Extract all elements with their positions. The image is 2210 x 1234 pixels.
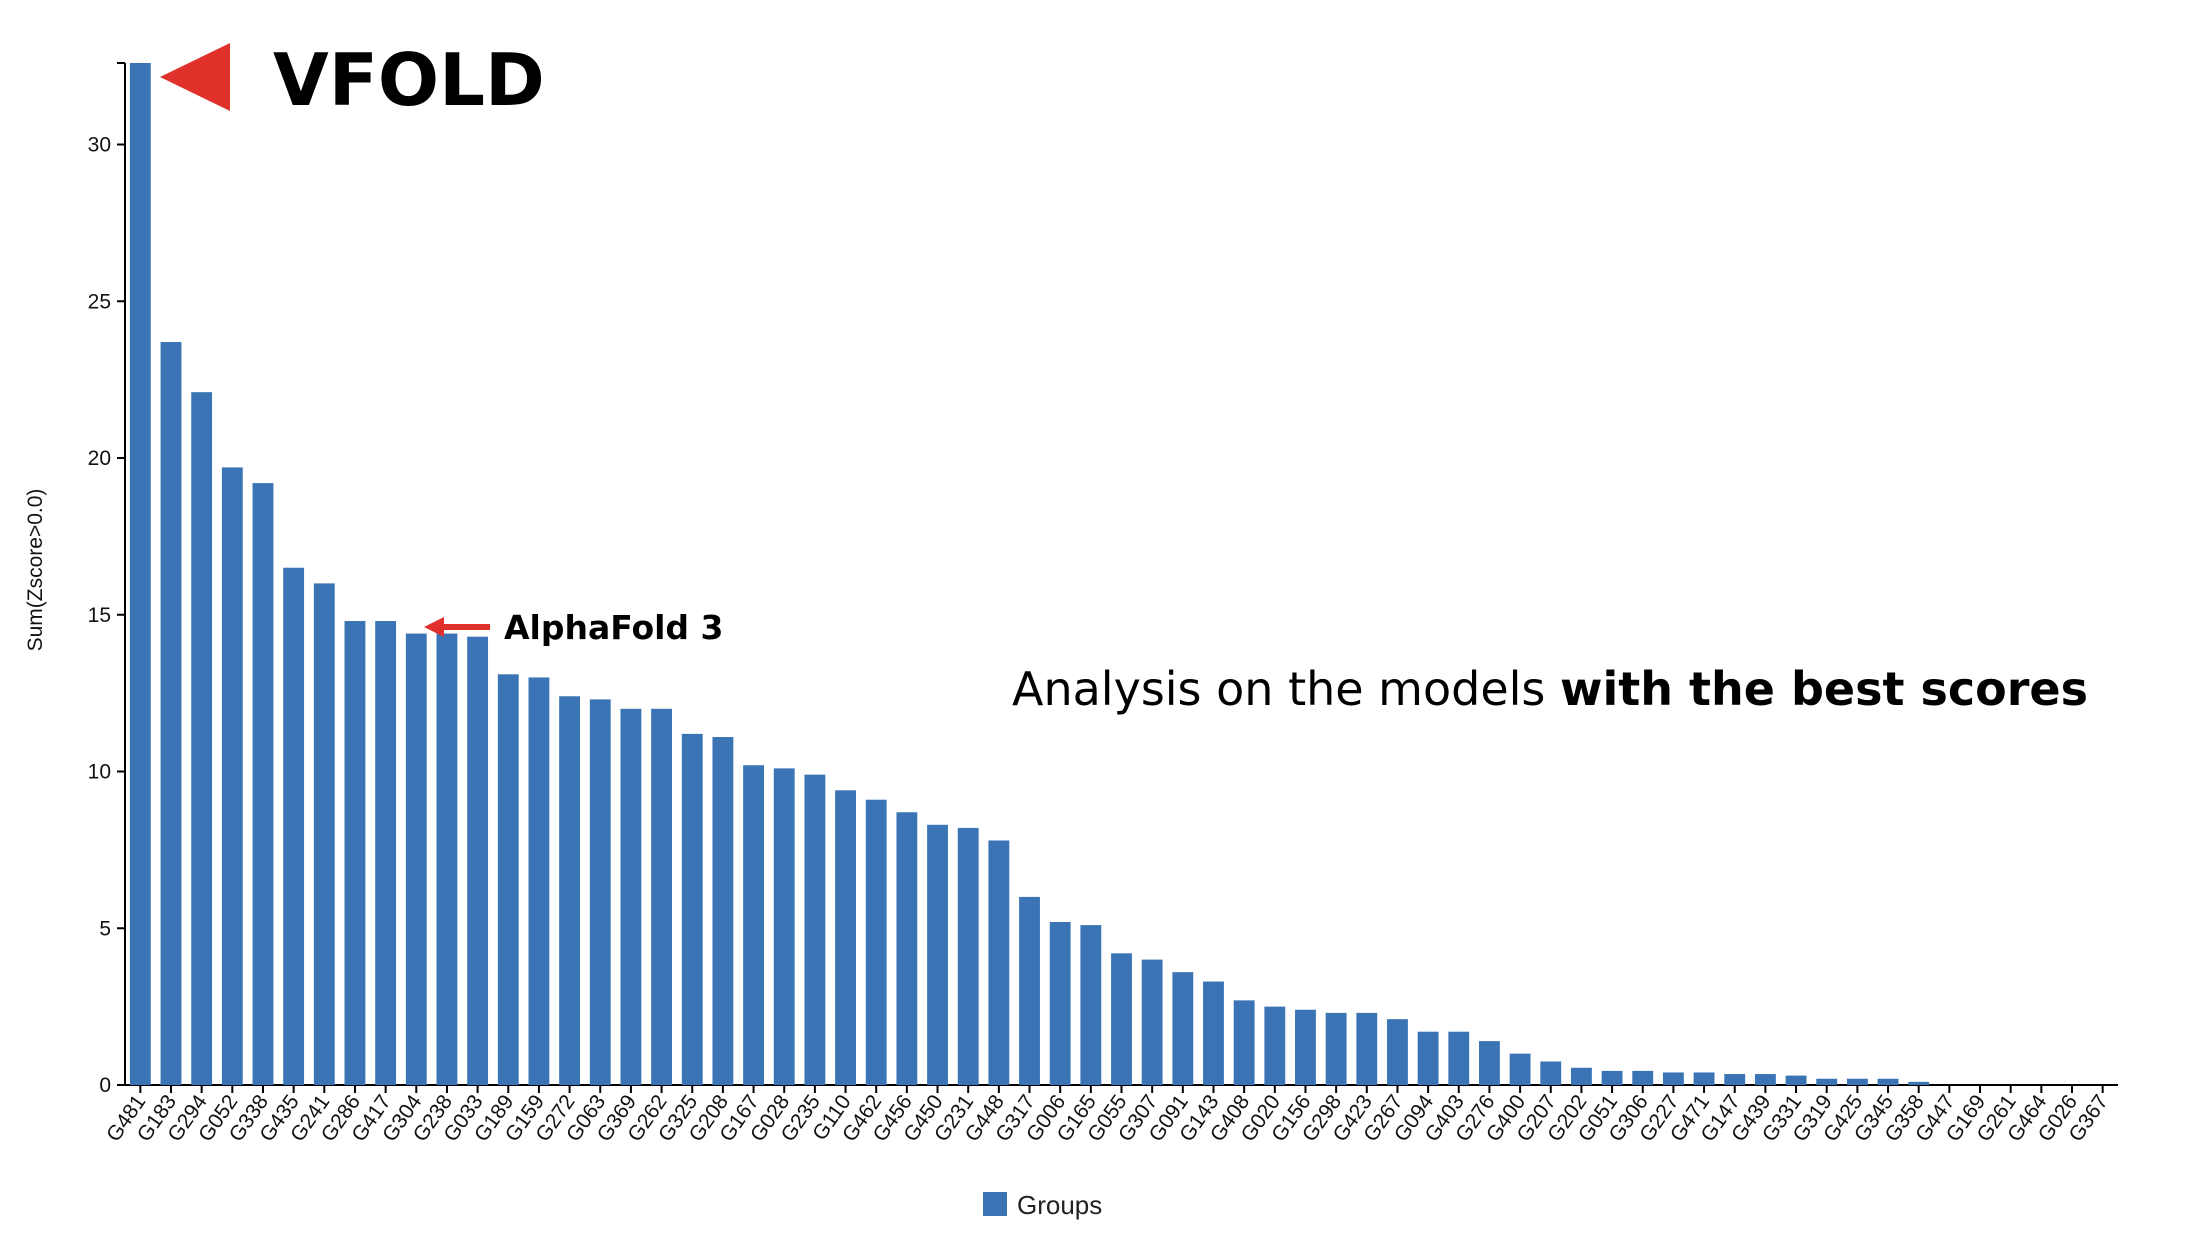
analysis-caption: Analysis on the models with the best sco… [1012, 662, 2088, 716]
vfold-annotation: VFOLD [160, 38, 545, 122]
legend: Groups [983, 1190, 1102, 1220]
bar [283, 567, 305, 1085]
bar [1785, 1075, 1807, 1085]
bar [1233, 1000, 1255, 1085]
legend-label: Groups [1017, 1190, 1102, 1220]
y-tick-label: 0 [99, 1074, 111, 1097]
bar [1325, 1012, 1347, 1085]
bar [681, 733, 703, 1085]
alphafold-label: AlphaFold 3 [504, 608, 724, 647]
y-tick-label: 10 [88, 761, 111, 784]
x-tick-labels: G481G183G294G052G338G435G241G286G417G304… [102, 1090, 2113, 1146]
bar [559, 696, 581, 1085]
y-tick-labels: 0 5 10 15 20 25 30 [88, 134, 111, 1097]
bar [927, 824, 948, 1085]
bar [1601, 1070, 1623, 1085]
bar [1662, 1072, 1684, 1085]
bar [620, 708, 642, 1085]
legend-swatch [983, 1192, 1007, 1216]
y-tick-label: 25 [88, 290, 111, 313]
bar [1846, 1078, 1868, 1085]
y-tick-label: 15 [88, 604, 111, 627]
bar [528, 677, 550, 1085]
analysis-caption-prefix: Analysis on the models [1012, 662, 1560, 716]
analysis-caption-bold: with the best scores [1560, 662, 2088, 716]
bar [221, 467, 243, 1086]
bar [804, 774, 826, 1085]
bar [1111, 953, 1132, 1085]
bar [1754, 1074, 1776, 1085]
bar [1295, 1009, 1316, 1085]
bar [405, 633, 427, 1085]
bar [344, 621, 366, 1085]
bar [1356, 1012, 1378, 1085]
bar [865, 799, 887, 1085]
bar [1908, 1081, 1930, 1085]
bar [835, 790, 856, 1085]
bar [1570, 1067, 1592, 1085]
bar [467, 636, 489, 1085]
y-tick-label: 30 [88, 134, 111, 157]
y-axis-label: Sum(Zscore>0.0) [24, 489, 47, 652]
bar [129, 63, 151, 1085]
bar [1509, 1053, 1531, 1085]
bar [436, 633, 458, 1085]
alphafold-arrow-icon [424, 617, 444, 637]
bar [1417, 1031, 1439, 1085]
bar [1448, 1031, 1470, 1085]
bar [1019, 896, 1040, 1085]
bar [1203, 981, 1224, 1085]
alphafold-annotation: AlphaFold 3 [424, 608, 724, 647]
bar [988, 840, 1010, 1085]
bar [1049, 921, 1071, 1085]
bar [1479, 1041, 1500, 1085]
bar [743, 765, 764, 1085]
y-tick-label: 20 [88, 447, 111, 470]
bar [497, 674, 519, 1085]
bar [375, 621, 397, 1085]
bars [129, 63, 1930, 1086]
bar [252, 483, 274, 1085]
bar [589, 699, 611, 1085]
bar [651, 708, 673, 1085]
bar [1141, 959, 1163, 1085]
bar [1816, 1078, 1838, 1085]
bar [1540, 1061, 1562, 1085]
bar [160, 342, 182, 1085]
bar [1264, 1006, 1286, 1085]
bar [1693, 1072, 1715, 1085]
bar [1877, 1078, 1899, 1085]
bar [313, 583, 335, 1085]
vfold-arrow-icon [160, 43, 230, 111]
bar [1724, 1074, 1746, 1085]
bar [896, 812, 918, 1085]
bar [957, 827, 979, 1085]
bar [1172, 972, 1194, 1085]
bar [1632, 1070, 1654, 1085]
bar [712, 737, 734, 1085]
bar [191, 392, 213, 1086]
bar [773, 768, 795, 1085]
vfold-label: VFOLD [273, 38, 545, 122]
bar [1387, 1019, 1408, 1085]
bar [1080, 925, 1102, 1085]
y-tick-label: 5 [99, 917, 111, 940]
